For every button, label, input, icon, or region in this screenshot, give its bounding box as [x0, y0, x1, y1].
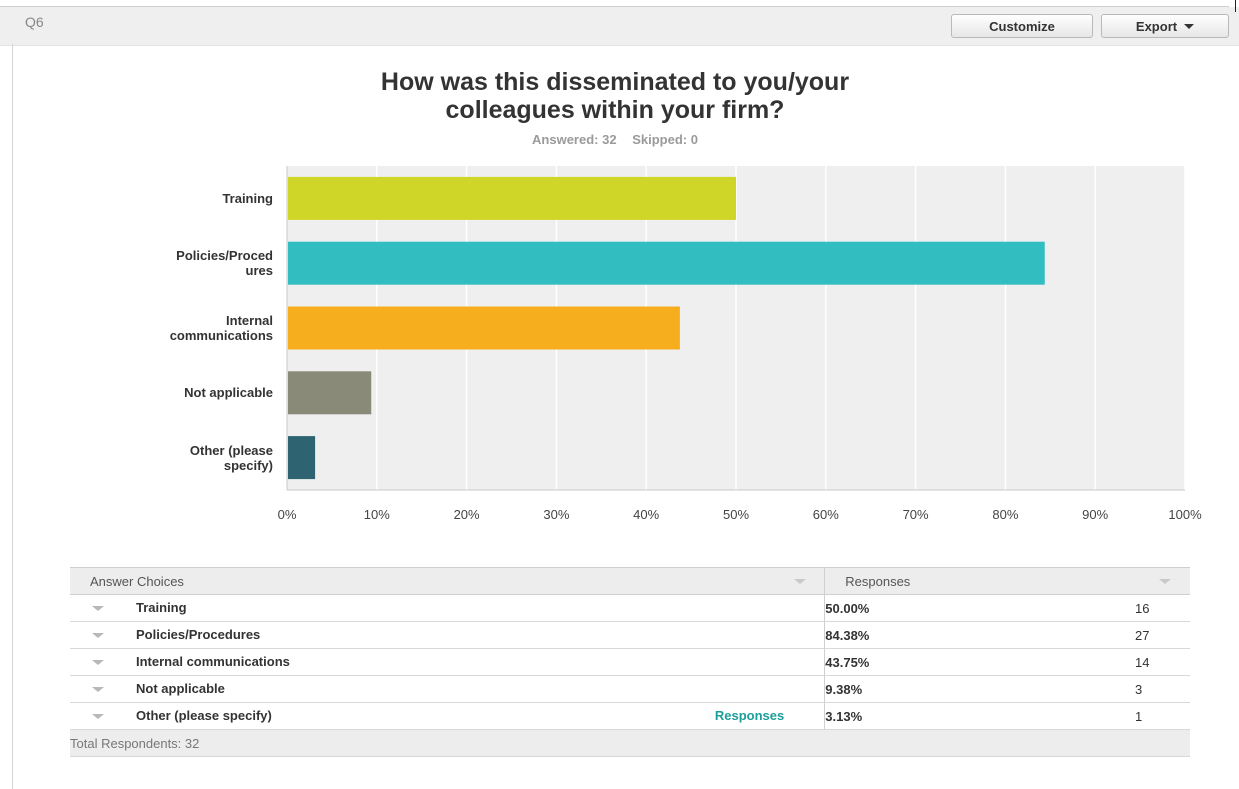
x-tick-label: 60% — [812, 507, 839, 522]
sort-caret-icon — [1159, 579, 1172, 584]
x-tick-label: 10% — [363, 507, 390, 522]
x-tick-label: 90% — [1082, 507, 1109, 522]
y-tick-label-line: ures — [245, 263, 273, 279]
percent-cell: 9.38% — [824, 675, 1136, 703]
choice-cell: Not applicable — [70, 675, 826, 703]
export-button[interactable]: Export — [1101, 14, 1229, 38]
answer-choices-header[interactable]: Answer Choices — [70, 567, 826, 595]
count-cell: 1 — [1135, 702, 1190, 730]
y-tick-label: Training — [93, 191, 273, 206]
table-footer-row: Total Respondents: 32 — [70, 729, 1190, 757]
percent-cell: 50.00% — [824, 594, 1136, 622]
table-row: Internal communications 43.75% 14 — [70, 648, 1190, 676]
chevron-down-icon — [1184, 23, 1195, 29]
expand-caret-icon[interactable] — [92, 660, 104, 665]
x-tick-label: 100% — [1168, 507, 1202, 522]
edge-marker — [1235, 0, 1236, 12]
percent-cell: 84.38% — [824, 621, 1136, 649]
choice-label: Internal communications — [136, 654, 290, 669]
choice-cell: Other (please specify) Responses — [70, 702, 826, 730]
question-number: Q6 — [25, 14, 44, 30]
bar-internal-communications[interactable] — [288, 306, 680, 350]
y-tick-label: Not applicable — [93, 385, 273, 400]
y-tick-label-line: specify) — [223, 457, 273, 473]
choice-cell: Training — [70, 594, 826, 622]
table-row: Policies/Procedures 84.38% 27 — [70, 621, 1190, 649]
answer-choices-header-label: Answer Choices — [90, 574, 184, 589]
response-stats: Answered: 32 Skipped: 0 — [400, 132, 830, 147]
responses-header-label: Responses — [845, 573, 911, 589]
y-tick-label-line: communications — [169, 328, 273, 343]
bar-chart — [286, 166, 1186, 491]
chart-title-line-1: How was this disseminated to you/your — [380, 68, 850, 96]
x-tick-label: 70% — [902, 507, 929, 522]
total-respondents: Total Respondents: 32 — [70, 729, 1190, 757]
choice-label: Training — [136, 600, 187, 615]
choice-label: Not applicable — [136, 681, 225, 696]
left-border — [12, 44, 13, 789]
x-tick-label: 20% — [453, 507, 480, 522]
percent-cell: 43.75% — [824, 648, 1136, 676]
table-header-row: Answer Choices Responses — [70, 567, 1190, 595]
count-cell: 27 — [1135, 621, 1190, 649]
bar-other-please-specify[interactable] — [288, 436, 316, 480]
x-tick-label: 80% — [992, 507, 1019, 522]
table-row: Not applicable 9.38% 3 — [70, 675, 1190, 703]
responses-link[interactable]: Responses — [714, 708, 785, 723]
x-tick-label: 40% — [633, 507, 660, 522]
choice-cell: Policies/Procedures — [70, 621, 826, 649]
answered-count: Answered: 32 — [532, 132, 617, 147]
chart-title: How was this disseminated to you/your co… — [240, 68, 990, 124]
percent-cell: 3.13% — [824, 702, 1136, 730]
expand-caret-icon[interactable] — [92, 633, 104, 638]
count-cell: 16 — [1135, 594, 1190, 622]
x-tick-label: 50% — [722, 507, 750, 522]
y-tick-label: Other (please specify) — [93, 443, 273, 473]
y-tick-label-line: Not applicable — [184, 385, 273, 401]
expand-caret-icon[interactable] — [92, 687, 104, 692]
choice-label: Policies/Procedures — [136, 627, 261, 642]
choice-label: Other (please specify) — [136, 708, 272, 723]
expand-caret-icon[interactable] — [92, 714, 104, 719]
bar-training[interactable] — [288, 176, 736, 220]
count-cell: 14 — [1135, 648, 1190, 676]
export-button-label: Export — [1135, 18, 1178, 34]
customize-button[interactable]: Customize — [951, 14, 1093, 38]
table-row: Other (please specify) Responses 3.13% 1 — [70, 702, 1190, 730]
responses-table: Answer Choices Responses Training 50.00%… — [70, 567, 1190, 757]
choice-cell: Internal communications — [70, 648, 826, 676]
customize-button-label: Customize — [989, 18, 1055, 34]
y-tick-label-line: Policies/Proced — [176, 248, 273, 264]
y-tick-label-line: Internal — [226, 313, 273, 328]
x-tick-label: 0% — [277, 507, 297, 522]
table-row: Training 50.00% 16 — [70, 594, 1190, 622]
y-tick-label-line: Training — [222, 190, 273, 206]
top-divider — [0, 6, 1229, 7]
bar-not-applicable[interactable] — [288, 371, 372, 415]
count-cell: 3 — [1135, 675, 1190, 703]
y-tick-label: Internal communications — [93, 313, 273, 343]
responses-header[interactable]: Responses — [824, 567, 1190, 595]
y-tick-label-line: Other (please — [189, 442, 273, 458]
skipped-count: Skipped: 0 — [632, 132, 698, 147]
sort-caret-icon — [794, 579, 806, 584]
bar-policies-procedures[interactable] — [288, 241, 1045, 285]
x-tick-label: 30% — [543, 507, 570, 522]
expand-caret-icon[interactable] — [92, 606, 104, 611]
chart-title-line-2: colleagues within your firm? — [445, 96, 785, 124]
y-tick-label: Policies/Proced ures — [93, 248, 273, 278]
